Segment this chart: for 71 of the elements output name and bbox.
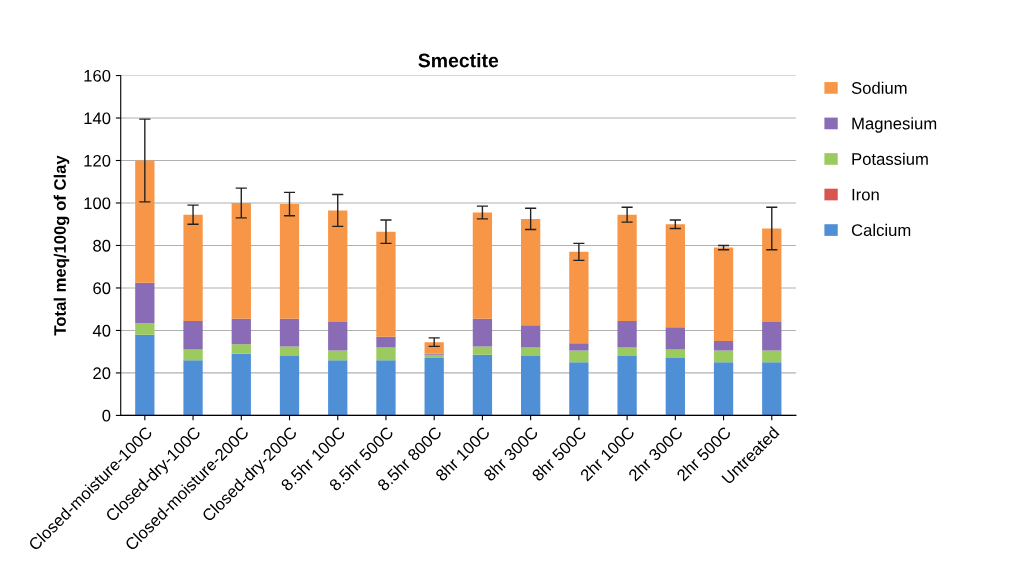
- chart-title: Smectite: [418, 53, 499, 68]
- bar: [376, 360, 396, 416]
- legend-label: Sodium: [851, 81, 907, 94]
- bar: [665, 358, 685, 416]
- bar: [665, 327, 685, 350]
- y-tick-label: 160: [84, 69, 111, 82]
- bar: [713, 341, 734, 351]
- bar: [569, 350, 589, 363]
- bar: [231, 202, 251, 319]
- bar: [376, 231, 396, 337]
- bar: [569, 251, 589, 344]
- bar: [231, 344, 251, 354]
- bar: [762, 350, 782, 363]
- bar: [183, 360, 203, 416]
- bar: [521, 325, 541, 348]
- bar: [376, 347, 396, 361]
- legend-label: Iron: [852, 188, 879, 201]
- bar: [617, 214, 637, 321]
- bar: [279, 346, 300, 356]
- bar: [279, 355, 300, 416]
- bar: [183, 214, 203, 321]
- bar: [472, 354, 493, 416]
- bar: [617, 320, 637, 348]
- bar: [521, 355, 541, 416]
- bar: [713, 362, 734, 416]
- legend-label: Magnesium: [852, 117, 937, 133]
- bar: [762, 362, 782, 416]
- bar: [135, 323, 155, 335]
- bar: [231, 318, 251, 345]
- bar: [328, 350, 348, 361]
- bar: [279, 204, 300, 319]
- bar: [521, 347, 541, 356]
- bar: [183, 320, 203, 350]
- bar: [472, 346, 493, 355]
- y-axis-title: Total meq/100g of Clay: [53, 155, 70, 336]
- y-tick-label: 0: [102, 409, 111, 422]
- bar: [617, 355, 637, 416]
- y-tick-label: 40: [92, 324, 111, 337]
- bar: [617, 347, 637, 356]
- y-tick-label: 100: [84, 197, 111, 210]
- bar: [665, 349, 685, 359]
- bar: [183, 349, 203, 361]
- bar: [713, 247, 734, 342]
- bar: [472, 212, 493, 319]
- bar: [713, 350, 734, 363]
- bar: [521, 218, 541, 326]
- bar: [135, 282, 155, 324]
- bar: [424, 354, 444, 359]
- bar: [424, 358, 444, 416]
- y-tick-label: 60: [93, 282, 111, 295]
- bar: [472, 318, 493, 347]
- bar: [376, 336, 396, 348]
- y-tick-label: 120: [84, 154, 111, 167]
- bar: [424, 342, 444, 354]
- bar: [135, 160, 155, 283]
- bar: [135, 334, 155, 416]
- bar: [279, 318, 300, 347]
- bar: [328, 321, 348, 351]
- y-tick-label: 80: [93, 239, 111, 252]
- legend-label: Calcium: [851, 223, 911, 237]
- bar: [231, 353, 251, 416]
- bar: [328, 210, 348, 322]
- bar: [569, 343, 589, 351]
- bar: [569, 362, 589, 416]
- y-tick-label: 20: [93, 367, 111, 380]
- bar: [762, 321, 782, 351]
- bar: [665, 224, 685, 328]
- legend-label: Potassium: [852, 152, 928, 165]
- y-tick-label: 140: [84, 112, 111, 125]
- bar: [762, 228, 782, 322]
- bar: [328, 360, 348, 416]
